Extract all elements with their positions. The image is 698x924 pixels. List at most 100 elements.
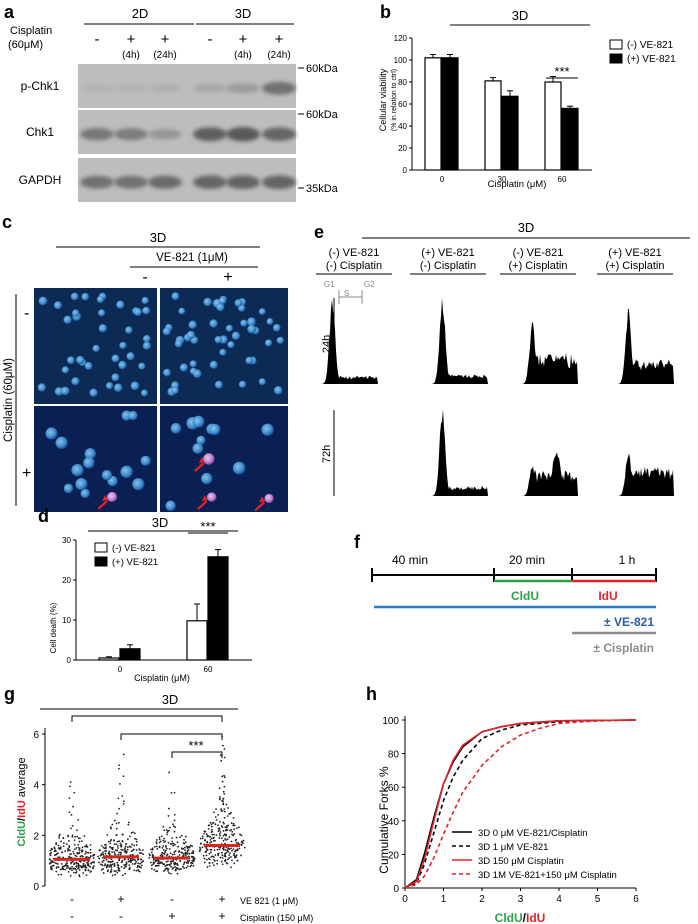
col-minus-label: - bbox=[142, 269, 147, 286]
data-point bbox=[113, 870, 116, 872]
data-point bbox=[105, 865, 108, 867]
chart-b-title: 3D bbox=[512, 8, 529, 23]
legend-b-label-plus: (+) VE-821 bbox=[627, 54, 676, 65]
cell-nucleus bbox=[165, 500, 176, 512]
cell-nucleus bbox=[266, 318, 274, 325]
cell-nucleus bbox=[98, 324, 108, 333]
data-point bbox=[111, 848, 114, 851]
data-point bbox=[232, 824, 235, 827]
data-point bbox=[222, 829, 225, 832]
data-point bbox=[184, 849, 186, 852]
data-point bbox=[67, 849, 69, 852]
col-plus-label: + bbox=[223, 269, 232, 286]
data-point bbox=[85, 866, 88, 869]
data-point bbox=[118, 851, 120, 854]
g-row2-sign: - bbox=[70, 909, 74, 923]
data-point bbox=[84, 850, 87, 853]
data-point bbox=[73, 843, 76, 846]
cell-nucleus bbox=[84, 448, 96, 460]
data-point bbox=[141, 864, 143, 867]
data-point bbox=[102, 867, 105, 870]
data-point bbox=[169, 872, 172, 875]
data-point bbox=[186, 865, 189, 868]
data-point bbox=[71, 825, 74, 827]
data-point bbox=[163, 841, 165, 844]
blot-band bbox=[193, 127, 227, 142]
data-point bbox=[164, 851, 166, 854]
data-point bbox=[55, 870, 58, 873]
data-point bbox=[61, 865, 64, 868]
cell-nucleus bbox=[261, 423, 274, 436]
data-point bbox=[64, 868, 67, 871]
data-point bbox=[122, 775, 125, 778]
y-tick-label: 20 bbox=[62, 576, 71, 585]
y-tick-label: 40 bbox=[398, 122, 407, 131]
cell-nucleus bbox=[75, 477, 88, 491]
y-tick-label: 120 bbox=[394, 34, 408, 43]
data-point bbox=[242, 839, 245, 842]
data-point bbox=[230, 866, 232, 869]
data-point bbox=[217, 854, 220, 857]
cell-nucleus bbox=[107, 491, 118, 503]
data-point bbox=[101, 861, 104, 863]
data-point bbox=[118, 858, 120, 861]
data-point bbox=[225, 861, 228, 864]
data-point bbox=[119, 783, 121, 785]
data-point bbox=[105, 866, 108, 869]
data-point bbox=[208, 862, 211, 864]
data-point bbox=[206, 841, 209, 844]
data-point bbox=[136, 864, 139, 867]
timeline-seg3-label: 1 h bbox=[619, 553, 636, 567]
data-point bbox=[151, 847, 154, 850]
data-point bbox=[164, 840, 167, 843]
data-point bbox=[201, 846, 204, 849]
y-tick-label: 0 bbox=[33, 882, 39, 893]
data-point bbox=[221, 810, 224, 812]
lane-time: (4h) bbox=[122, 50, 140, 61]
data-point bbox=[75, 855, 78, 858]
data-point bbox=[135, 860, 138, 863]
data-point bbox=[77, 852, 80, 855]
data-point bbox=[54, 849, 57, 852]
data-point bbox=[165, 860, 168, 863]
data-point bbox=[110, 864, 113, 867]
data-point bbox=[49, 866, 52, 868]
data-point bbox=[215, 819, 218, 821]
data-point bbox=[172, 844, 175, 847]
data-point bbox=[173, 851, 176, 854]
data-point bbox=[223, 855, 226, 857]
data-point bbox=[114, 853, 117, 856]
data-point bbox=[67, 847, 69, 850]
data-point bbox=[127, 858, 130, 861]
data-point bbox=[77, 846, 80, 849]
data-point bbox=[214, 854, 217, 856]
data-point bbox=[216, 848, 219, 851]
data-point bbox=[156, 862, 159, 865]
data-point bbox=[74, 872, 77, 874]
data-point bbox=[71, 835, 74, 838]
data-point bbox=[204, 851, 207, 853]
legend-d-label-plus: (+) VE-821 bbox=[112, 557, 158, 568]
data-point bbox=[210, 823, 213, 826]
data-point bbox=[68, 867, 71, 870]
data-point bbox=[185, 866, 188, 869]
data-point bbox=[223, 748, 226, 750]
data-point bbox=[49, 853, 51, 855]
data-point bbox=[62, 836, 65, 839]
ve821-label: ± VE-821 bbox=[604, 615, 654, 629]
cell-nucleus bbox=[186, 330, 196, 340]
row-minus-label: - bbox=[24, 305, 29, 322]
data-point bbox=[166, 831, 169, 834]
data-point bbox=[74, 836, 76, 838]
data-point bbox=[156, 847, 159, 850]
ylabel-cldu: CldU bbox=[16, 821, 28, 847]
data-point bbox=[171, 837, 174, 839]
blot-strip bbox=[78, 64, 296, 108]
data-point bbox=[165, 846, 167, 848]
cell-nucleus bbox=[171, 386, 179, 394]
data-point bbox=[155, 839, 158, 841]
data-point bbox=[218, 837, 221, 839]
data-point bbox=[173, 813, 176, 816]
data-point bbox=[104, 844, 106, 846]
data-point bbox=[48, 858, 51, 861]
